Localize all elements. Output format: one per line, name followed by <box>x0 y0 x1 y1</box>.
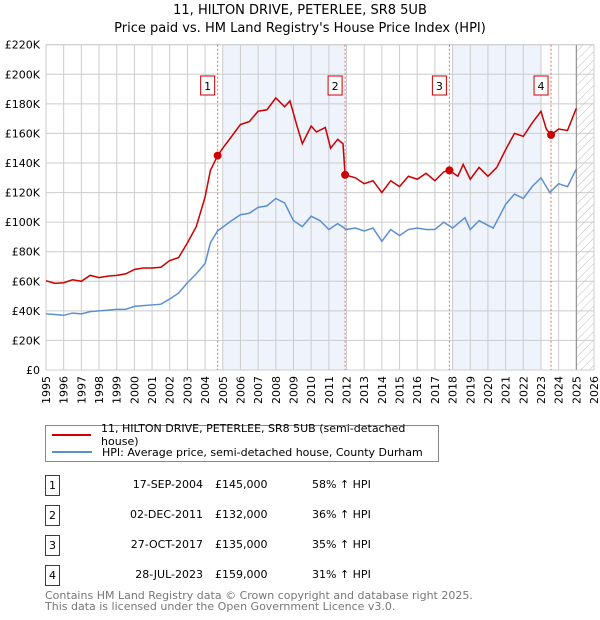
x-tick-label: 2011 <box>323 376 336 404</box>
x-tick-label: 2024 <box>553 376 566 404</box>
x-tick-label: 2000 <box>128 376 141 404</box>
x-tick-label: 1999 <box>111 376 124 404</box>
x-tick-label: 2008 <box>270 376 283 404</box>
x-tick-label: 2025 <box>570 376 583 404</box>
sale-price: £145,000 <box>215 478 268 491</box>
x-tick-label: 2007 <box>252 376 265 404</box>
sale-date: 27-OCT-2017 <box>130 538 203 551</box>
x-tick-label: 2013 <box>358 376 371 404</box>
x-tick-label: 2005 <box>217 376 230 404</box>
sale-hpi-diff: 36% ↑ HPI <box>312 508 371 521</box>
x-tick-label: 2012 <box>341 376 354 404</box>
sale-date: 17-SEP-2004 <box>132 478 203 491</box>
y-tick-label: £160K <box>5 127 41 140</box>
x-tick-label: 2020 <box>482 376 495 404</box>
y-tick-label: £60K <box>12 275 41 288</box>
y-tick-label: £120K <box>5 187 41 200</box>
y-tick-label: £140K <box>5 157 41 170</box>
sale-marker-box <box>327 75 343 96</box>
sale-marker-label: 1 <box>204 80 211 93</box>
price-chart: 1995 1996 1997 1998 1999 2000 2001 2002 2003 2004… <box>5 39 600 404</box>
sale-marker-label: 2 <box>332 80 339 93</box>
sale-point <box>547 130 556 139</box>
x-tick-label: 1995 <box>40 376 53 404</box>
x-tick-label: 2021 <box>500 376 513 404</box>
legend-swatch-red <box>52 434 92 436</box>
x-tick-label: 2001 <box>146 376 159 404</box>
sale-marker-box <box>431 75 447 96</box>
y-tick-label: £220K <box>5 39 41 52</box>
y-tick-label: £180K <box>5 98 41 111</box>
sale-point <box>445 166 454 175</box>
sale-marker-badge: 3 <box>45 535 60 556</box>
sale-price: £135,000 <box>215 538 268 551</box>
legend-item-property: 11, HILTON DRIVE, PETERLEE, SR8 5UB (sem… <box>52 422 438 448</box>
forecast-hatch <box>576 44 594 370</box>
x-tick-label: 2018 <box>447 376 460 404</box>
sale-marker-label: 3 <box>436 80 443 93</box>
y-tick-label: £80K <box>12 246 41 259</box>
x-tick-label: 2010 <box>305 376 318 404</box>
x-tick-label: 1998 <box>93 376 106 404</box>
sale-price: £132,000 <box>215 508 268 521</box>
y-tick-label: £20K <box>12 334 41 347</box>
sale-marker-badge: 1 <box>45 475 60 496</box>
x-tick-label: 1997 <box>75 376 88 404</box>
sale-marker-badge: 2 <box>45 505 60 526</box>
x-tick-label: 2023 <box>535 376 548 404</box>
x-tick-label: 2006 <box>234 376 247 404</box>
sale-date: 28-JUL-2023 <box>135 568 203 581</box>
series-line <box>45 96 578 285</box>
legend: 11, HILTON DRIVE, PETERLEE, SR8 5UB (sem… <box>45 422 439 462</box>
footer-licence: This data is licensed under the Open Gov… <box>45 600 396 613</box>
sale-point <box>213 151 222 160</box>
sale-date: 02-DEC-2011 <box>129 508 203 521</box>
plot-frame <box>45 44 595 371</box>
x-tick-label: 2014 <box>376 376 389 404</box>
x-tick-label: 2004 <box>199 376 212 404</box>
legend-label: 11, HILTON DRIVE, PETERLEE, SR8 5UB (sem… <box>101 422 406 448</box>
sale-marker-badge: 4 <box>45 565 60 586</box>
series-line <box>45 168 577 317</box>
sale-point <box>341 170 350 179</box>
sale-hpi-diff: 58% ↑ HPI <box>312 478 371 491</box>
x-tick-label: 2009 <box>287 376 300 404</box>
x-tick-label: 2015 <box>394 376 407 404</box>
sale-marker-label: 4 <box>538 80 545 93</box>
x-tick-label: 2019 <box>464 376 477 404</box>
legend-item-hpi: HPI: Average price, semi-detached house,… <box>52 444 423 460</box>
y-tick-label: £0 <box>26 364 40 377</box>
shaded-period <box>452 44 541 370</box>
shaded-period <box>222 44 346 370</box>
sale-marker-box <box>533 75 549 96</box>
sale-price: £159,000 <box>215 568 268 581</box>
x-tick-label: 2026 <box>588 376 600 404</box>
sale-hpi-diff: 31% ↑ HPI <box>312 568 371 581</box>
x-tick-label: 2003 <box>181 376 194 404</box>
chart-title: 11, HILTON DRIVE, PETERLEE, SR8 5UB <box>173 3 427 18</box>
legend-swatch-blue <box>52 451 92 453</box>
y-tick-label: £40K <box>12 305 41 318</box>
legend-label: HPI: Average price, semi-detached house,… <box>102 445 423 459</box>
x-tick-label: 2022 <box>517 376 530 404</box>
x-tick-label: 2017 <box>429 376 442 404</box>
x-tick-label: 2016 <box>411 376 424 404</box>
sale-marker-box <box>200 75 216 96</box>
chart-subtitle: Price paid vs. HM Land Registry's House … <box>114 21 486 36</box>
y-tick-label: £100K <box>5 216 41 229</box>
sale-hpi-diff: 35% ↑ HPI <box>312 538 371 551</box>
y-tick-label: £200K <box>5 68 41 81</box>
footer-copyright: Contains HM Land Registry data © Crown c… <box>45 589 473 602</box>
x-tick-label: 2002 <box>164 376 177 404</box>
x-tick-label: 1996 <box>58 376 71 404</box>
